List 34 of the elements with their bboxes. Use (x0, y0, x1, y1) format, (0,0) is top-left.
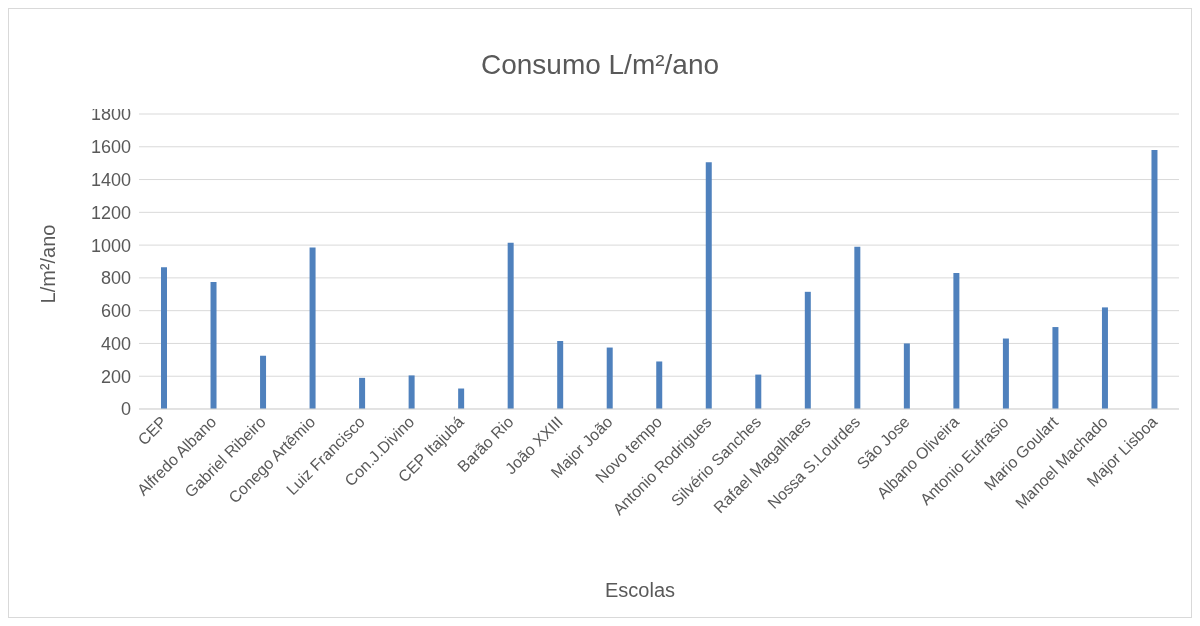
bar (606, 347, 613, 409)
y-axis-title: L/m²/ano (37, 224, 60, 304)
bar (260, 355, 267, 409)
bar (1052, 327, 1059, 409)
y-tick-label: 1000 (90, 235, 131, 256)
bar (1101, 307, 1108, 409)
bar (1151, 150, 1158, 409)
bar (309, 247, 316, 409)
y-tick-label: 200 (100, 366, 131, 387)
y-tick-label: 600 (100, 301, 131, 322)
y-tick-label: 1200 (90, 202, 131, 223)
y-tick-label: 400 (100, 333, 131, 354)
y-tick-label: 0 (120, 399, 131, 420)
x-axis-title: Escolas (604, 579, 676, 602)
bar (1002, 338, 1009, 409)
y-tick-label: 1400 (90, 169, 131, 190)
bar (458, 388, 465, 409)
bar (210, 281, 217, 409)
bar (854, 246, 861, 409)
bar (557, 340, 564, 409)
y-tick-label: 800 (100, 268, 131, 289)
bar (161, 267, 167, 409)
bar (359, 377, 366, 409)
bar (656, 361, 663, 409)
bar (953, 272, 960, 409)
bar (408, 375, 415, 409)
bar (903, 343, 910, 409)
bar (705, 162, 712, 409)
bar (755, 374, 762, 409)
chart-title: Consumo L/m²/ano (479, 49, 721, 81)
bar (804, 291, 811, 409)
bar (507, 242, 514, 409)
y-tick-label: 1600 (90, 137, 131, 158)
x-tick-label: CEP (134, 413, 170, 449)
